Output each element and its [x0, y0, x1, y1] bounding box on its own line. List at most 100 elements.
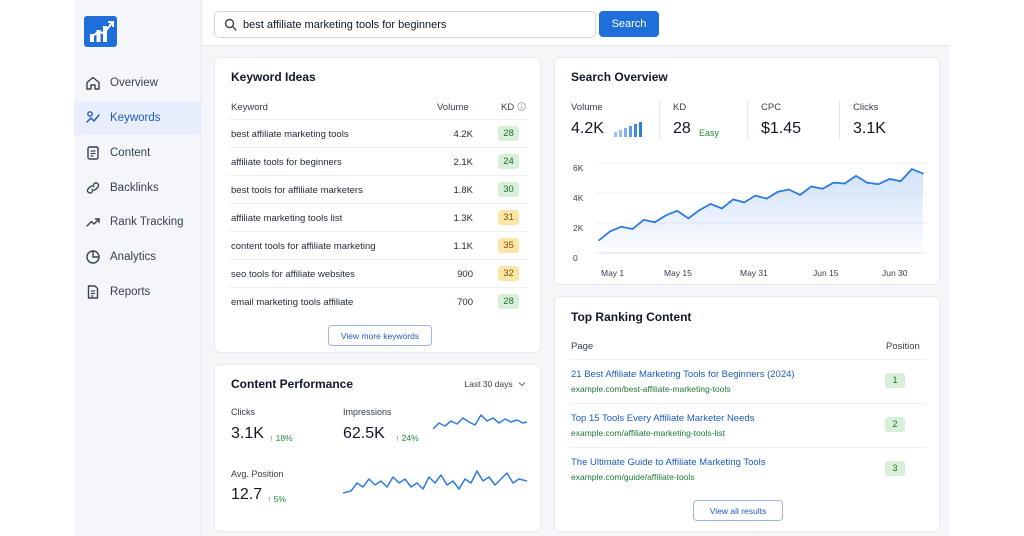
card-title: Keyword Ideas — [231, 70, 316, 84]
table-row[interactable]: email marketing tools affiliate 700 28 — [229, 287, 529, 315]
x-tick-label: May 1 — [601, 268, 625, 278]
kd-badge: 24 — [498, 154, 519, 169]
x-tick-label: Jun 30 — [882, 268, 908, 278]
page-title-link[interactable]: The Ultimate Guide to Affiliate Marketin… — [571, 457, 766, 468]
x-tick-label: May 31 — [740, 268, 768, 278]
keyword-volume: 1.8K — [453, 185, 473, 196]
table-row[interactable]: content tools for affiliate marketing 1.1… — [229, 231, 529, 259]
kd-badge: 32 — [498, 266, 519, 281]
column-header-position: Position — [886, 341, 920, 352]
keyword-text: best affiliate marketing tools — [231, 129, 349, 140]
sidebar-item-analytics[interactable]: Analytics — [74, 240, 202, 274]
data-point — [609, 230, 611, 233]
divider — [659, 100, 660, 140]
kd-badge: 31 — [498, 210, 519, 225]
search-overview-card: Search Overview Volume 4.2K KD 28 Easy C… — [554, 57, 940, 285]
arrow-up-icon: ↑ — [395, 433, 402, 443]
column-header-volume: Volume — [437, 102, 469, 113]
page-title-link[interactable]: Top 15 Tools Every Affiliate Marketer Ne… — [571, 413, 755, 424]
arrow-up-icon: ↑ — [267, 494, 274, 504]
stat-value-clicks: 3.1K — [853, 120, 886, 137]
stat-value-cpc: $1.45 — [761, 120, 802, 137]
date-range-dropdown[interactable]: Last 30 days — [464, 379, 526, 389]
data-point — [810, 185, 813, 188]
data-point — [911, 168, 913, 170]
table-row[interactable]: affiliate tools for beginners 2.1K 24 — [229, 147, 529, 175]
data-point — [844, 182, 846, 185]
metric-label-impressions: Impressions — [343, 407, 392, 417]
sidebar-item-overview[interactable]: Overview — [74, 66, 202, 100]
data-point — [899, 180, 902, 182]
search-button[interactable]: Search — [599, 11, 659, 37]
metric-label-clicks: Clicks — [231, 407, 255, 417]
metric-label-avg-position: Avg. Position — [231, 469, 284, 479]
keyword-text: content tools for affiliate marketing — [231, 241, 376, 252]
keyword-volume: 700 — [457, 297, 473, 308]
sidebar-item-content[interactable]: Content — [74, 136, 202, 170]
table-row: The Ultimate Guide to Affiliate Marketin… — [569, 447, 927, 491]
chevron-down-icon — [518, 382, 526, 387]
data-point — [788, 188, 790, 191]
divider — [839, 100, 840, 140]
series-line — [598, 168, 924, 242]
table-row[interactable]: best tools for affiliate marketers 1.8K 30 — [229, 175, 529, 203]
search-input[interactable] — [243, 16, 583, 34]
difficulty-label: Easy — [699, 128, 720, 138]
sidebar-item-backlinks[interactable]: Backlinks — [74, 171, 202, 205]
bar-chart-logo[interactable] — [84, 16, 117, 47]
sidebar: Overview Keywords Content Backlinks Rank… — [74, 0, 202, 536]
card-title: Search Overview — [571, 70, 668, 84]
search-box[interactable] — [214, 11, 596, 38]
data-point — [855, 175, 857, 177]
stat-value-volume: 4.2K — [571, 120, 604, 137]
divider — [747, 100, 748, 140]
metric-change-clicks: ↑ 18% — [269, 433, 293, 443]
view-all-results-button[interactable]: View all results — [693, 500, 783, 521]
metric-value-impressions: 62.5K — [343, 425, 385, 442]
column-header-kd: KD — [501, 102, 526, 113]
data-point — [721, 207, 723, 210]
sidebar-item-rank-tracking[interactable]: Rank Tracking — [74, 205, 202, 239]
position-badge: 1 — [885, 373, 905, 388]
stat-label-kd: KD — [673, 102, 687, 113]
table-row[interactable]: seo tools for affiliate websites 900 32 — [229, 259, 529, 287]
table-row[interactable]: affiliate marketing tools list 1.3K 31 — [229, 203, 529, 231]
data-point — [620, 225, 623, 228]
arrow-up-icon: ↑ — [269, 433, 276, 443]
card-title: Top Ranking Content — [571, 310, 692, 324]
volume-bars-icon — [614, 122, 642, 137]
series-area — [599, 169, 923, 254]
metric-change-avg-position: ↑ 5% — [267, 494, 286, 504]
data-point — [832, 181, 835, 184]
page-url-link[interactable]: example.com/best-affiliate-marketing-too… — [571, 384, 731, 394]
data-point — [743, 201, 745, 204]
stat-label-volume: Volume — [571, 102, 603, 113]
stat-value-kd: 28 — [673, 120, 691, 137]
app-window: Overview Keywords Content Backlinks Rank… — [74, 0, 950, 536]
sidebar-item-label: Rank Tracking — [110, 216, 184, 228]
data-point — [687, 217, 690, 220]
page-url-link[interactable]: example.com/affiliate-marketing-tools-li… — [571, 428, 725, 438]
kd-badge: 28 — [498, 294, 519, 309]
impressions-sparkline — [433, 414, 527, 430]
table-row[interactable]: best affiliate marketing tools 4.2K 28 — [229, 119, 529, 147]
view-more-keywords-button[interactable]: View more keywords — [328, 325, 432, 346]
table-row: Top 15 Tools Every Affiliate Marketer Ne… — [569, 403, 927, 447]
sidebar-item-reports[interactable]: Reports — [74, 275, 202, 309]
page-url-link[interactable]: example.com/guide/affiliate-tools — [571, 472, 695, 482]
metric-change-impressions: ↑ 24% — [395, 433, 419, 443]
keyword-text: affiliate tools for beginners — [231, 157, 342, 168]
data-point — [888, 178, 891, 180]
info-icon[interactable] — [517, 102, 526, 111]
data-point — [777, 191, 779, 193]
y-tick-label: 2K — [573, 223, 584, 233]
data-point — [642, 219, 645, 221]
keyword-text: seo tools for affiliate websites — [231, 269, 355, 280]
keyword-icon — [86, 111, 100, 123]
sidebar-item-label: Overview — [110, 77, 158, 89]
metric-value-clicks: 3.1K — [231, 425, 264, 442]
x-tick-label: May 15 — [664, 268, 692, 278]
page-title-link[interactable]: 21 Best Affiliate Marketing Tools for Be… — [571, 369, 795, 380]
sidebar-item-keywords[interactable]: Keywords — [74, 101, 202, 135]
keyword-volume: 900 — [457, 269, 473, 280]
